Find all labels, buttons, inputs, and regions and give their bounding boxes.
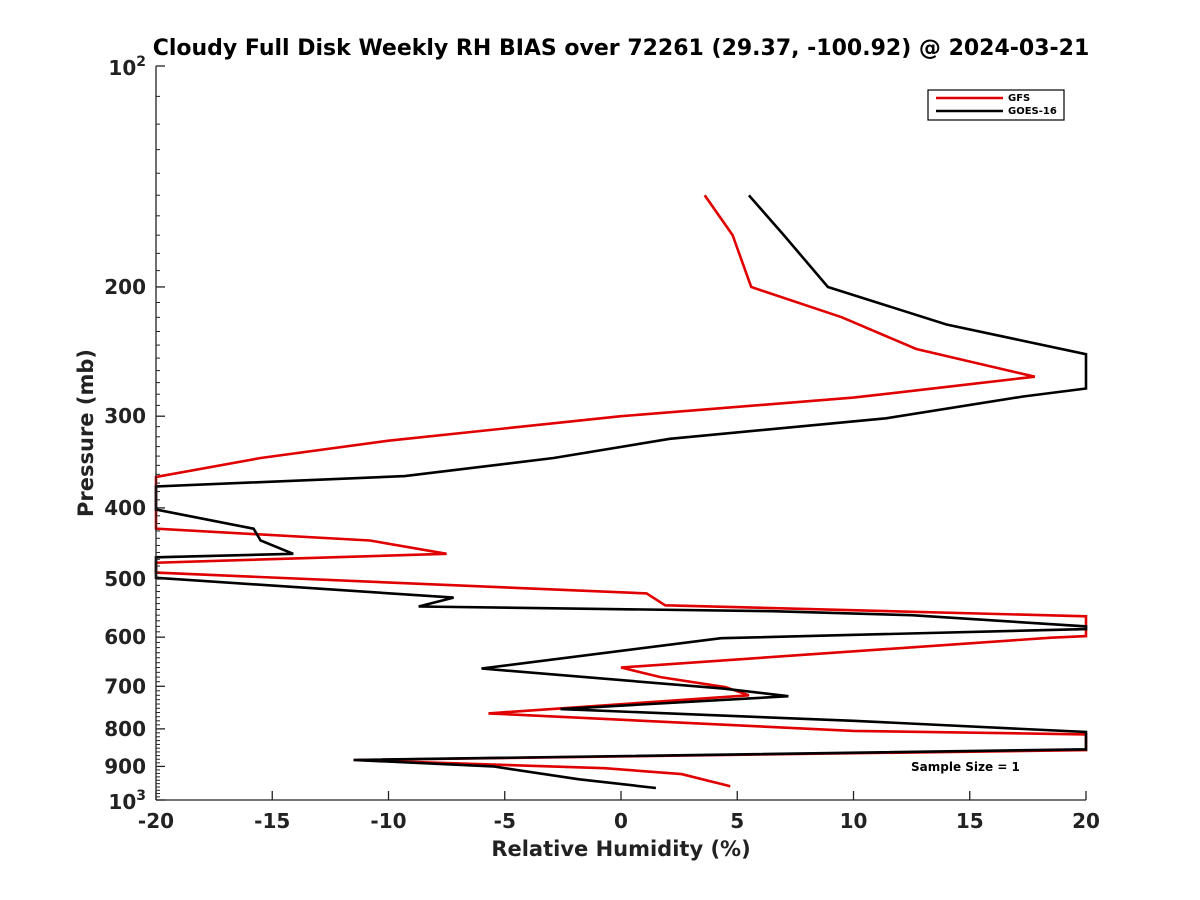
x-axis-label: Relative Humidity (%) bbox=[491, 837, 750, 861]
y-tick-label: 600 bbox=[104, 625, 146, 649]
x-tick-label: 0 bbox=[614, 809, 628, 833]
plot-area bbox=[156, 66, 1086, 800]
y-tick-label: 300 bbox=[104, 404, 146, 428]
y-tick-label: 400 bbox=[104, 496, 146, 520]
chart-title: Cloudy Full Disk Weekly RH BIAS over 722… bbox=[153, 36, 1090, 61]
y-tick-label: 200 bbox=[104, 275, 146, 299]
y-axis-label: Pressure (mb) bbox=[74, 349, 98, 517]
legend-label-goes16: GOES-16 bbox=[1008, 106, 1057, 117]
x-tick-label: -10 bbox=[370, 809, 406, 833]
x-axis-ticks: -20 -15 -10 -5 0 5 10 15 20 bbox=[138, 791, 1100, 833]
plot-background bbox=[156, 66, 1086, 800]
y-decade-label: 102 bbox=[108, 54, 146, 80]
x-tick-label: -20 bbox=[138, 809, 174, 833]
x-tick-label: 5 bbox=[730, 809, 744, 833]
sample-size-annotation: Sample Size = 1 bbox=[911, 760, 1020, 774]
legend-box bbox=[927, 89, 1065, 121]
series-line-gfs bbox=[154, 194, 1088, 788]
y-tick-label: 500 bbox=[104, 567, 146, 591]
series-line-goes-16 bbox=[154, 194, 1088, 790]
y-axis-ticks: 200 300 400 500 600 700 800 900 102 103 bbox=[104, 54, 165, 814]
y-tick-label: 800 bbox=[104, 717, 146, 741]
x-tick-label: 20 bbox=[1072, 809, 1100, 833]
y-tick-label: 700 bbox=[104, 674, 146, 698]
y-tick-label: 900 bbox=[104, 754, 146, 778]
x-tick-label: 15 bbox=[956, 809, 984, 833]
x-tick-label: -5 bbox=[494, 809, 516, 833]
legend-label-gfs: GFS bbox=[1008, 93, 1030, 104]
y-decade-label: 103 bbox=[108, 788, 146, 814]
x-tick-label: -15 bbox=[254, 809, 290, 833]
x-tick-label: 10 bbox=[840, 809, 868, 833]
legend: GFS GOES-16 bbox=[927, 89, 1065, 121]
series-layer bbox=[154, 194, 1088, 790]
